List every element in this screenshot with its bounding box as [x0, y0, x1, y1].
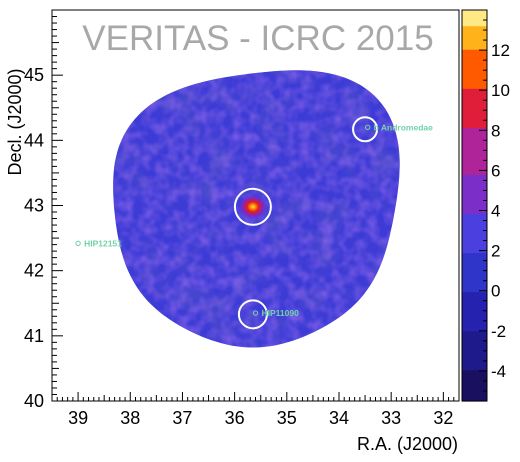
color-bar-band [462, 10, 487, 19]
color-bar-band [462, 111, 487, 121]
color-bar-band [462, 252, 487, 261]
source-circles [233, 116, 379, 330]
color-bar-band [462, 244, 487, 254]
color-bar-band [462, 299, 487, 308]
color-bar-band [462, 189, 487, 199]
y-tick-label: 41 [24, 326, 44, 346]
y-axis-ticks: 41 42 43 44 45 [24, 9, 63, 402]
x-tick-label: 39 [68, 408, 88, 428]
color-bar-band [462, 96, 487, 105]
color-bar [461, 9, 488, 402]
x-axis-label: R.A. (J2000) [357, 434, 458, 454]
color-bar-tick-label: -2 [491, 322, 506, 341]
color-bar-band [462, 283, 487, 293]
star-label: HIP12151 [84, 238, 122, 248]
hotspot [237, 193, 268, 220]
sky-region [113, 70, 400, 348]
x-tick-label: 37 [172, 408, 192, 428]
x-tick-label: 32 [433, 408, 453, 428]
color-bar-tick-label: 6 [491, 161, 500, 180]
color-bar-band [462, 127, 487, 136]
color-bar-band [462, 330, 487, 340]
x-tick-label: 38 [120, 408, 140, 428]
y-tick-label: 42 [24, 261, 44, 281]
color-bar-band [462, 260, 487, 269]
color-bar-band [462, 385, 487, 394]
color-bar-tick-label: 0 [491, 282, 500, 301]
color-bar-tick-label: 12 [491, 41, 510, 60]
chart-title: VERITAS - ICRC 2015 [82, 19, 433, 58]
color-bar-band [462, 72, 487, 81]
color-bar-band [462, 213, 487, 222]
x-axis-ticks: 39 38 37 36 35 34 33 32 [51, 392, 460, 428]
color-bar-tick-label: -4 [491, 362, 506, 381]
star-marker [252, 310, 259, 316]
color-bar-band [462, 205, 487, 214]
color-bar-tick-label: 10 [491, 81, 510, 100]
x-tick-label: 33 [381, 408, 401, 428]
color-bar-band [462, 17, 487, 27]
color-bar-band [462, 49, 487, 58]
color-bar-band [462, 80, 487, 89]
color-bar-band [462, 103, 487, 113]
color-bar-band [462, 369, 487, 379]
color-bar-band [462, 377, 487, 386]
color-bar-band [462, 268, 487, 277]
color-bar-band [462, 314, 487, 324]
star-label: HIP11090 [262, 308, 300, 318]
color-bar-band [462, 221, 487, 230]
color-bar-band [462, 236, 487, 246]
color-bar-band [462, 197, 487, 207]
color-bar-tick-label: 4 [491, 202, 500, 221]
color-bar-band [462, 361, 487, 371]
source-circle [352, 116, 379, 143]
x-tick-label: 34 [329, 408, 349, 428]
color-bar-band [462, 346, 487, 355]
star-markers: b Andromedae HIP12151 HIP11090 [75, 122, 433, 318]
color-bar-band [462, 338, 487, 347]
color-bar-band [462, 135, 487, 144]
color-bar-band [462, 228, 487, 238]
color-bar-frame [461, 9, 488, 402]
source-circle [237, 299, 268, 330]
color-bar-band [462, 307, 487, 316]
y-tick-label: 44 [24, 130, 44, 150]
x-tick-label: 35 [277, 408, 297, 428]
source-circle [233, 187, 272, 226]
color-bar-band [462, 182, 487, 191]
color-bar-ticks: 12 10 8 6 4 2 0 -2 -4 [479, 9, 510, 402]
color-bar-tick-label: 8 [491, 121, 500, 140]
color-bar-band [462, 64, 487, 74]
color-bar-band [462, 56, 487, 66]
color-bar-band [462, 33, 487, 42]
color-bar-band [462, 158, 487, 167]
y-tick-label-bottom: 40 [24, 391, 44, 411]
y-axis-label: Decl. (J2000) [5, 68, 25, 175]
color-bar-band [462, 174, 487, 183]
color-bar-band [462, 166, 487, 175]
color-bar-band [462, 393, 487, 402]
x-tick-label: 36 [225, 408, 245, 428]
star-marker [364, 124, 371, 131]
color-bar-band [462, 142, 487, 152]
color-bar-band [462, 119, 487, 128]
color-bar-band [462, 354, 487, 363]
y-tick-label: 43 [24, 196, 44, 216]
star-marker [75, 240, 81, 246]
color-bar-band [462, 291, 487, 300]
star-label: b Andromedae [374, 122, 433, 132]
color-bar-band [462, 150, 487, 160]
color-bar-band [462, 41, 487, 50]
color-bar-band [462, 275, 487, 285]
color-bar-band [462, 25, 487, 35]
color-bar-tick-label: 2 [491, 242, 500, 261]
color-bar-band [462, 322, 487, 332]
color-bar-band [462, 88, 487, 97]
y-tick-label: 45 [24, 65, 44, 85]
